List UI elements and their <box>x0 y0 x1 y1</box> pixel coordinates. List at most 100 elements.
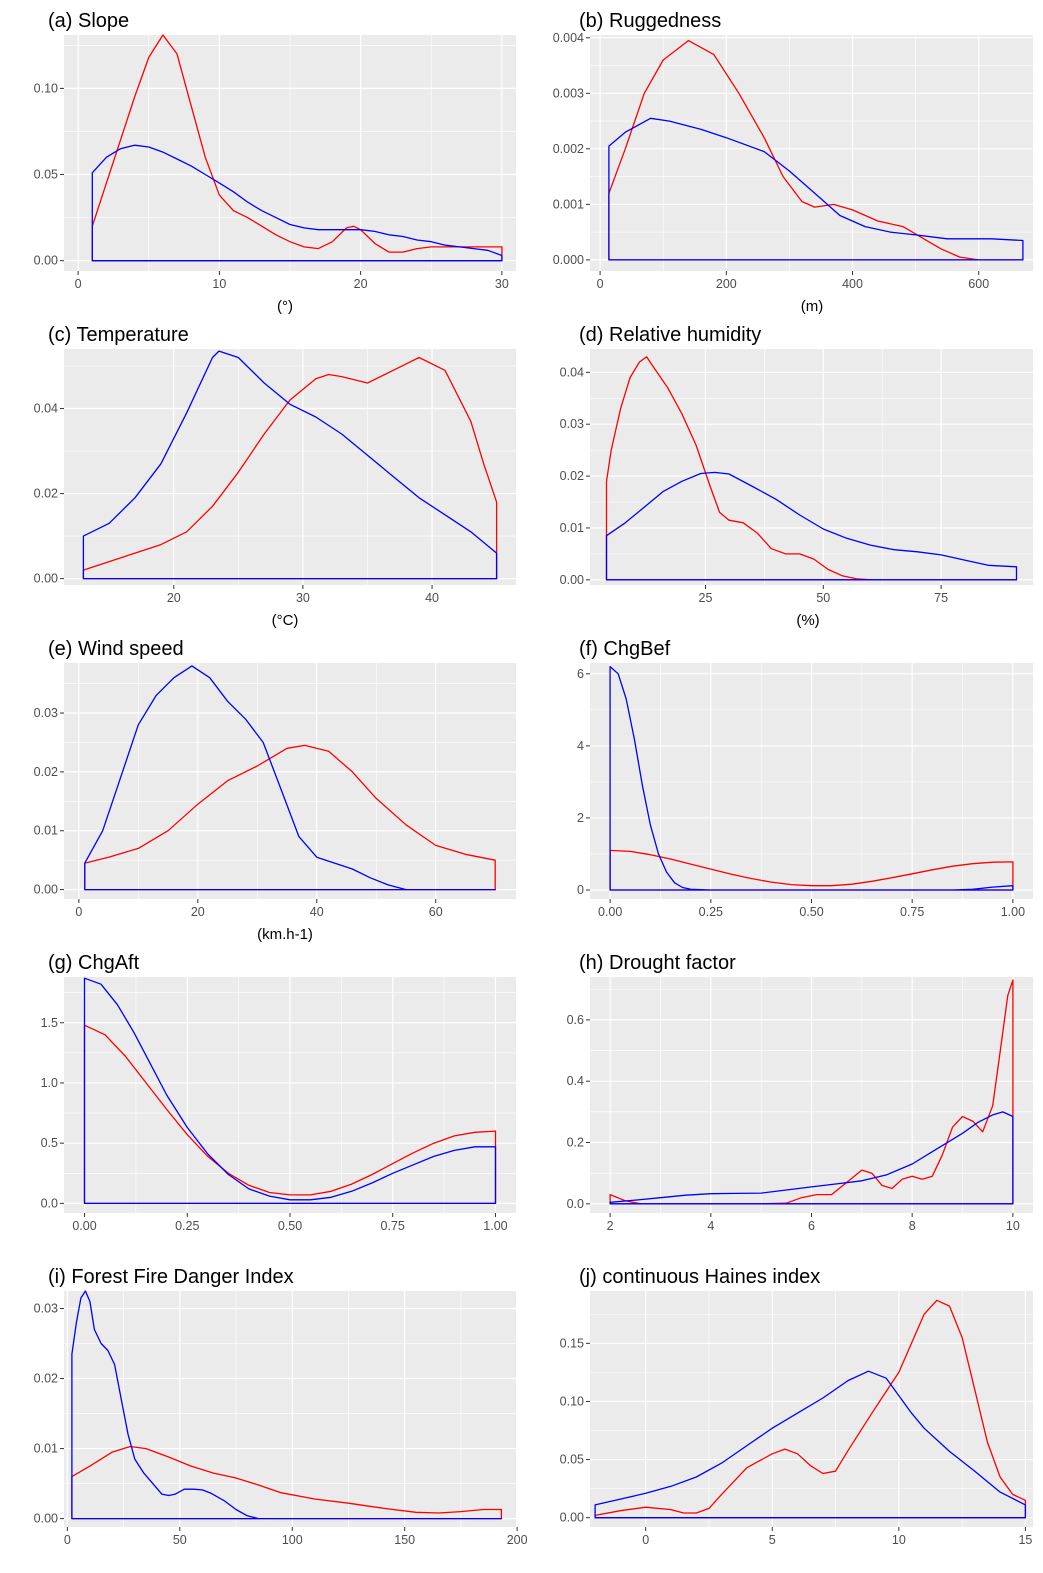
y-tick-label: 0.10 <box>560 1394 584 1408</box>
density-panel-relative-humidity: (d) Relative humidity (%) 25 50 75 0.00 0.01… <box>523 314 1043 629</box>
density-curve-blue <box>609 665 1014 891</box>
density-curve-blue <box>608 117 1024 261</box>
x-tick-label: 20 <box>354 277 368 291</box>
x-tick-label: 40 <box>310 905 324 919</box>
density-curve-blue <box>605 471 1018 581</box>
density-curve-blue <box>609 1111 1014 1205</box>
x-tick-label: 4 <box>707 1219 714 1233</box>
y-tick-label: 0.01 <box>560 521 584 535</box>
density-curve-red <box>608 39 1024 261</box>
y-tick-label: 0.00 <box>560 573 584 587</box>
x-tick-label: 50 <box>816 591 830 605</box>
y-tick-label: 0.02 <box>34 765 58 779</box>
y-tick-label: 0 <box>577 883 584 897</box>
y-tick-label: 2 <box>577 811 584 825</box>
x-tick-label: 30 <box>296 591 310 605</box>
chart-ruggedness: (b) Ruggedness (m) 0 200 400 600 0.000 0.001 0… <box>553 10 1033 315</box>
x-tick-label: 0 <box>597 277 604 291</box>
x-tick-label: 0.50 <box>799 905 823 919</box>
chart-chgaft: (g) ChgAft 0.00 0.25 0.50 0.75 1.00 0.0 0.5 1.0… <box>41 952 516 1233</box>
panel-title: (g) ChgAft <box>48 952 140 974</box>
x-tick-label: 10 <box>212 277 226 291</box>
chart-relative-humidity: (d) Relative humidity (%) 25 50 75 0.00 0.01… <box>560 324 1033 629</box>
panel-title: (e) Wind speed <box>48 638 184 660</box>
panel-title: (b) Ruggedness <box>579 10 721 32</box>
density-panel-continuous-haines-index: (j) continuous Haines index 0 5 10 15 0.00 0.… <box>523 1256 1043 1570</box>
panel-title: (j) continuous Haines index <box>579 1266 820 1288</box>
chart-slope: (a) Slope (°) 0 10 20 30 0.00 0.05 0.10 <box>34 10 516 315</box>
x-tick-label: 2 <box>607 1219 614 1233</box>
y-tick-label: 0.00 <box>34 572 58 586</box>
chart-temperature: (c) Temperature (°C) 20 30 40 0.00 0.02 0.04 <box>34 324 516 629</box>
plot-background <box>64 1291 516 1527</box>
x-tick-label: 0.75 <box>381 1219 405 1233</box>
density-curve-blue <box>83 977 497 1205</box>
y-tick-label: 0.04 <box>34 402 58 416</box>
y-tick-label: 0.05 <box>560 1453 584 1467</box>
y-tick-label: 0.03 <box>34 1302 58 1316</box>
y-tick-label: 0.004 <box>553 31 584 45</box>
y-tick-label: 0.000 <box>553 253 584 267</box>
y-tick-label: 0.4 <box>567 1074 584 1088</box>
density-curve-blue <box>71 1290 503 1520</box>
x-tick-label: 6 <box>808 1219 815 1233</box>
y-tick-label: 0.00 <box>560 1511 584 1525</box>
x-axis-label: (°) <box>277 298 293 315</box>
y-tick-label: 0.0 <box>41 1196 58 1210</box>
y-tick-label: 0.003 <box>553 86 584 100</box>
plot-background <box>590 35 1033 271</box>
density-curve-blue <box>91 144 503 262</box>
y-tick-label: 0.00 <box>34 1512 58 1526</box>
y-tick-label: 0.03 <box>560 417 584 431</box>
x-tick-label: 5 <box>769 1533 776 1547</box>
y-tick-label: 0.01 <box>34 824 58 838</box>
x-axis-label: (m) <box>801 298 824 315</box>
x-axis-label: (%) <box>796 612 819 629</box>
y-tick-label: 0.05 <box>34 168 58 182</box>
x-tick-label: 50 <box>173 1533 187 1547</box>
density-curve-blue <box>82 350 498 580</box>
y-tick-label: 0.0 <box>567 1197 584 1211</box>
density-panel-slope: (a) Slope (°) 0 10 20 30 0.00 0.05 0.10 <box>0 0 520 315</box>
x-tick-label: 30 <box>495 277 509 291</box>
x-tick-label: 0 <box>75 277 82 291</box>
density-curve-blue <box>594 1370 1027 1519</box>
density-panel-chgaft: (g) ChgAft 0.00 0.25 0.50 0.75 1.00 0.0 0.5 1.0… <box>0 942 520 1256</box>
plot-background <box>590 349 1033 585</box>
y-tick-label: 0.001 <box>553 197 584 211</box>
x-tick-label: 40 <box>425 591 439 605</box>
y-tick-label: 0.03 <box>34 706 58 720</box>
x-tick-label: 0 <box>642 1533 649 1547</box>
y-tick-label: 0.10 <box>34 81 58 95</box>
y-tick-label: 0.00 <box>34 883 58 897</box>
x-tick-label: 0.00 <box>598 905 622 919</box>
plot-background <box>590 1291 1033 1527</box>
density-curve-red <box>84 744 496 891</box>
density-panel-drought-factor: (h) Drought factor 2 4 6 8 10 0.0 0.2 0.4 0.6 <box>523 942 1043 1256</box>
density-curve-red <box>605 356 1018 581</box>
chart-ffdi: (i) Forest Fire Danger Index 0 50 100 150 20… <box>34 1266 528 1547</box>
x-tick-label: 25 <box>699 591 713 605</box>
x-tick-label: 0 <box>64 1533 71 1547</box>
x-tick-label: 1.00 <box>483 1219 507 1233</box>
density-panel-forest-fire-danger-index: (i) Forest Fire Danger Index 0 50 100 150 20… <box>0 1256 528 1570</box>
x-tick-label: 0.25 <box>175 1219 199 1233</box>
density-curve-blue <box>84 665 496 891</box>
x-axis-label: (°C) <box>272 612 299 629</box>
x-tick-label: 8 <box>909 1219 916 1233</box>
y-tick-label: 0.02 <box>560 469 584 483</box>
x-tick-label: 1.00 <box>1001 905 1025 919</box>
x-tick-label: 0.00 <box>72 1219 96 1233</box>
density-panel-temperature: (c) Temperature (°C) 20 30 40 0.00 0.02 0.04 <box>0 314 520 629</box>
panel-title: (c) Temperature <box>48 324 189 346</box>
panel-title: (d) Relative humidity <box>579 324 761 346</box>
density-panel-wind-speed: (e) Wind speed (km.h-1) 0 20 40 60 0.00 0.01 0… <box>0 628 520 943</box>
y-tick-label: 0.02 <box>34 487 58 501</box>
x-axis-label: (km.h-1) <box>257 926 313 943</box>
density-panel-chgbef: (f) ChgBef 0.00 0.25 0.50 0.75 1.00 0 2 4 6 <box>523 628 1043 942</box>
x-tick-label: 200 <box>716 277 737 291</box>
chart-chgbef: (f) ChgBef 0.00 0.25 0.50 0.75 1.00 0 2 4 6 <box>577 638 1033 919</box>
x-tick-label: 0 <box>75 905 82 919</box>
x-tick-label: 10 <box>1006 1219 1020 1233</box>
y-tick-label: 6 <box>577 667 584 681</box>
